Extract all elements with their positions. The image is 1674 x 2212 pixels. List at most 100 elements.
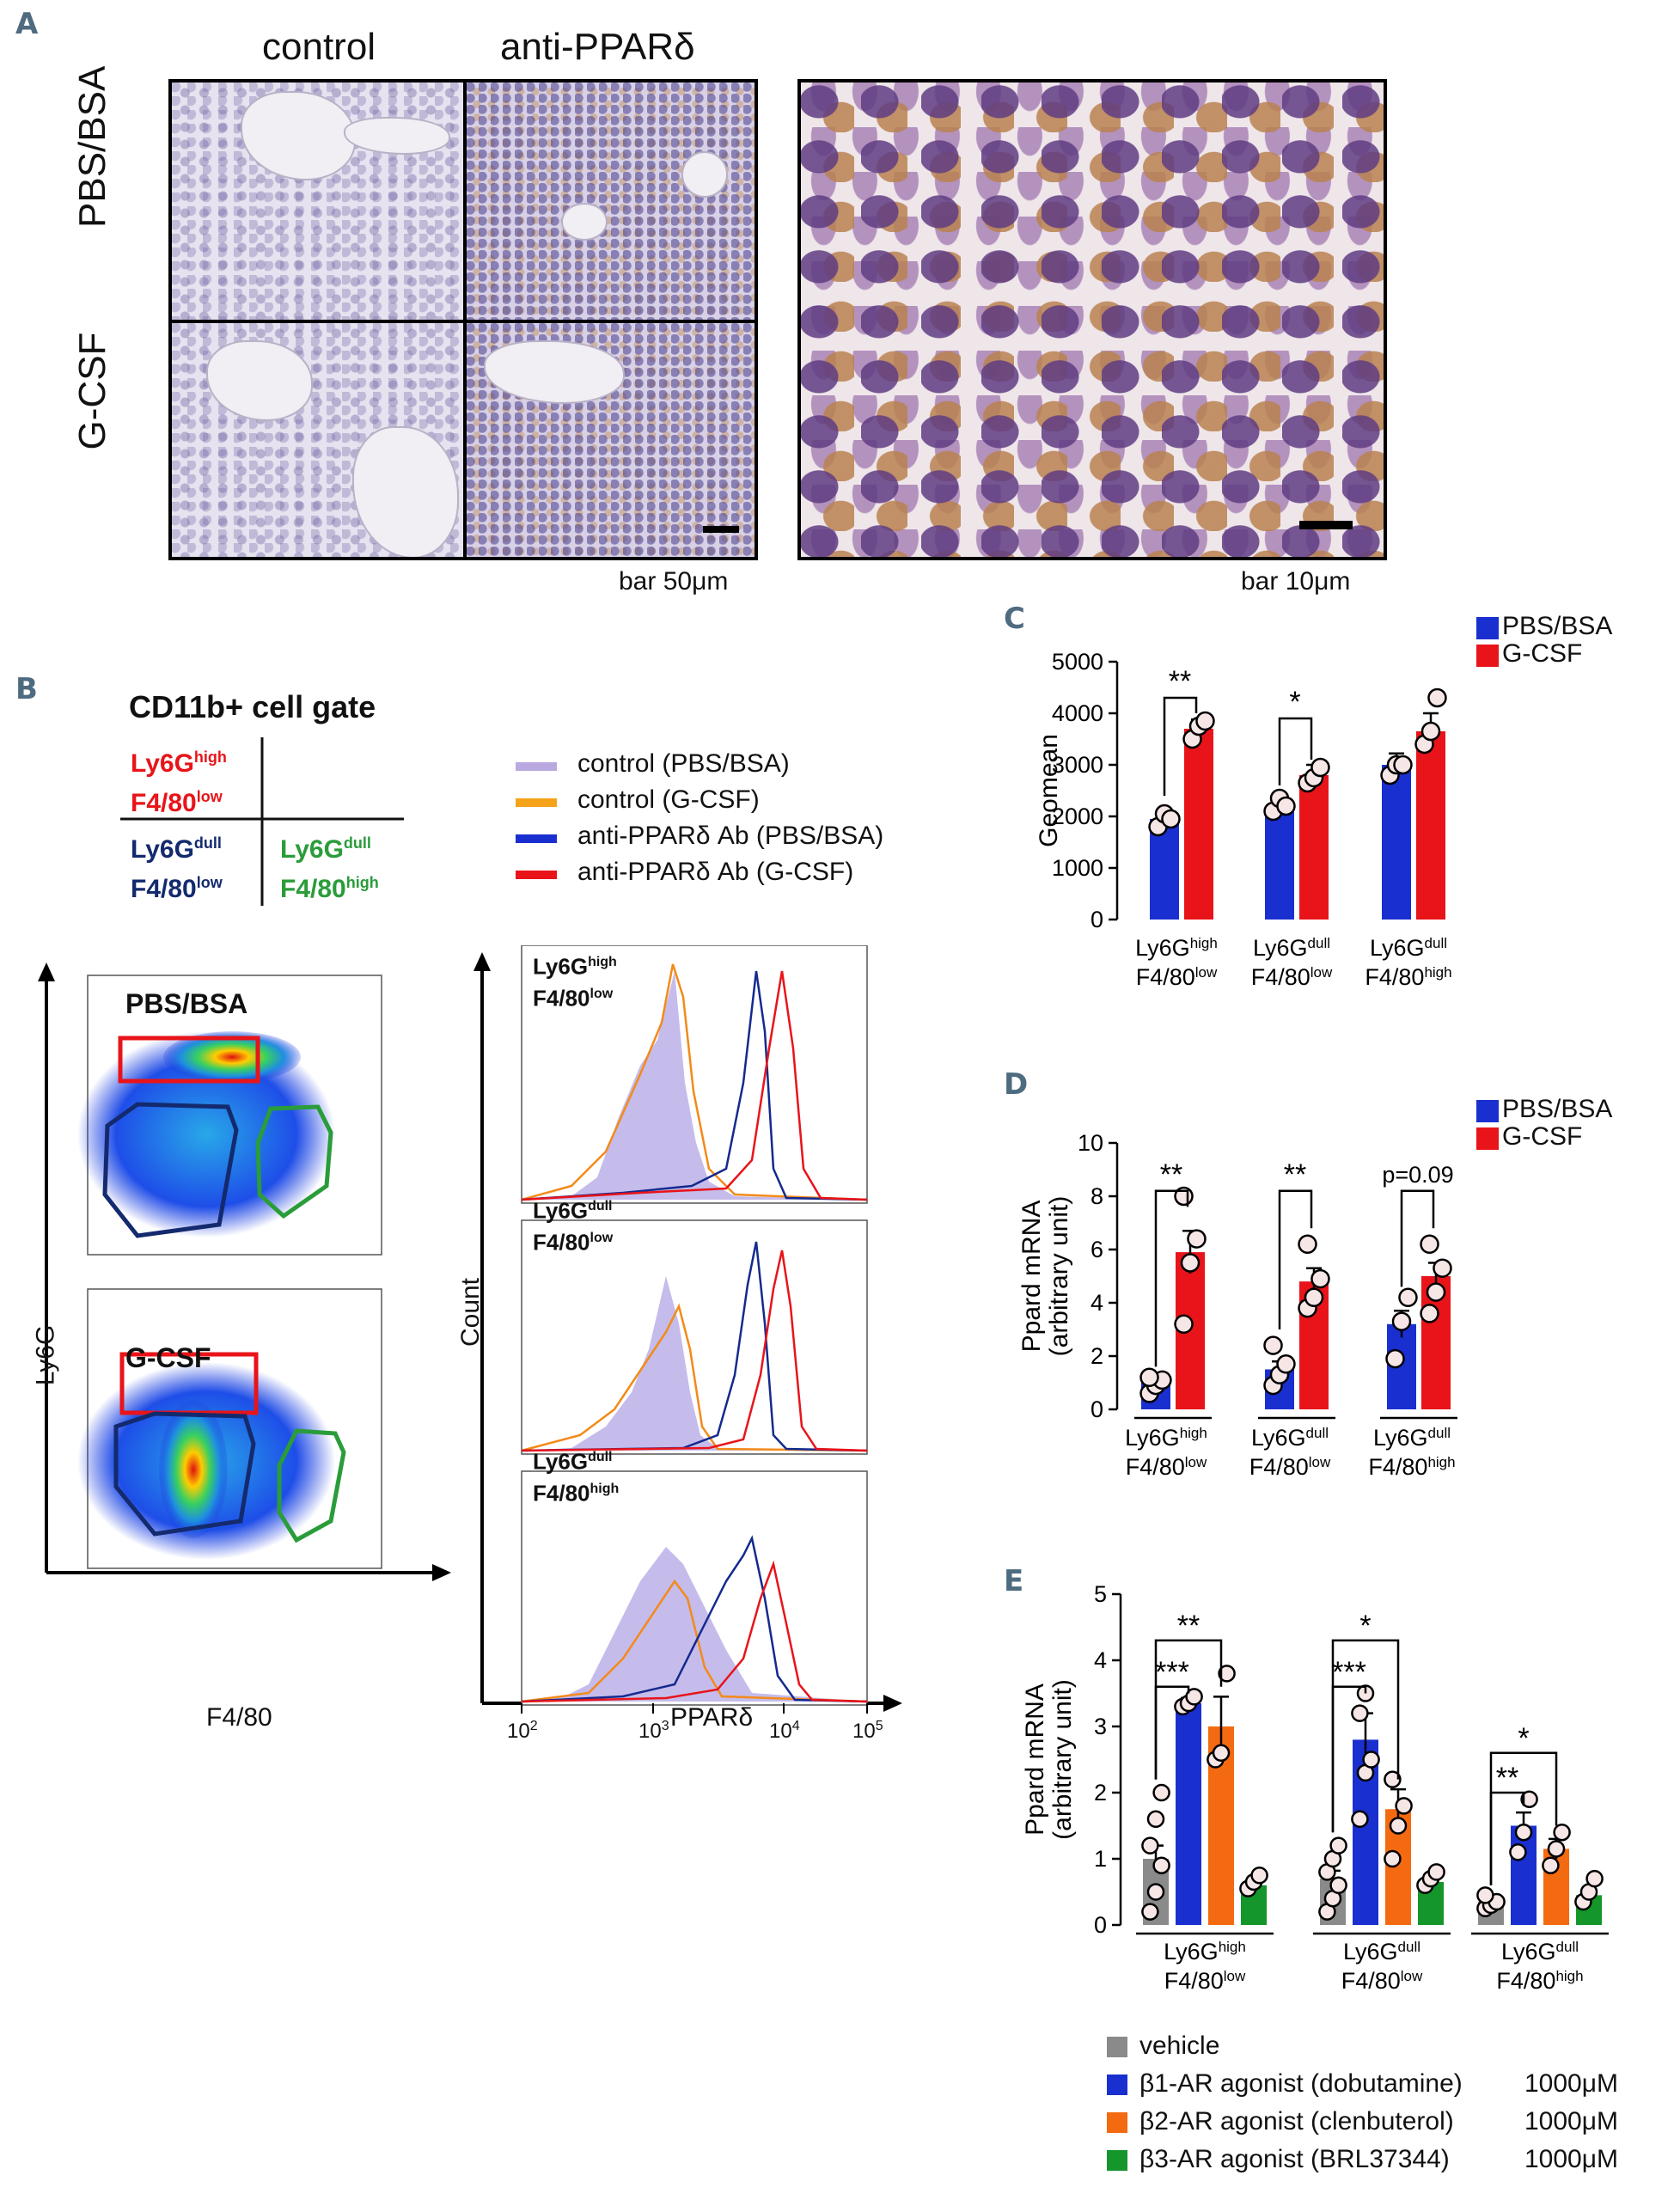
y-tick-label: 4 bbox=[1091, 1290, 1103, 1316]
data-point bbox=[1161, 809, 1181, 829]
data-point bbox=[1426, 1282, 1446, 1302]
sig-bracket-e2b bbox=[1331, 1685, 1367, 1833]
micrograph-high-magnification bbox=[797, 79, 1387, 560]
scale-label-10: bar 10μm bbox=[1241, 567, 1351, 596]
legend-swatch-3 bbox=[516, 871, 557, 879]
hist-y-arrow bbox=[473, 952, 491, 971]
data-point bbox=[1420, 721, 1441, 742]
legend-swatch-2 bbox=[516, 834, 557, 843]
group-label-0-line2: F4/80low bbox=[1126, 1454, 1207, 1481]
histogram-1 bbox=[521, 945, 868, 1204]
data-point bbox=[1263, 1335, 1283, 1355]
legend-c-label-1: G-CSF bbox=[1502, 639, 1583, 668]
legend-e-swatch-2 bbox=[1107, 2112, 1127, 2133]
sig-label-e1b: *** bbox=[1155, 1656, 1189, 1689]
data-point bbox=[1433, 1258, 1452, 1278]
sig-bracket-3 bbox=[1400, 1189, 1435, 1287]
gate-title: CD11b+ cell gate bbox=[129, 689, 376, 724]
scale-bar-10 bbox=[1299, 521, 1353, 529]
data-point bbox=[1250, 1867, 1268, 1885]
data-point bbox=[1152, 1783, 1170, 1802]
sig-bracket-e3b bbox=[1489, 1791, 1525, 1885]
micrograph-control-pbs bbox=[172, 82, 463, 320]
bar-β1-AR agonist (dobutamine)-2 bbox=[1511, 1825, 1537, 1925]
sig-bracket-1 bbox=[1163, 696, 1198, 796]
data-point bbox=[1146, 1883, 1165, 1901]
y-axis-label-2: (arbitrary unit) bbox=[1045, 1196, 1073, 1357]
data-point bbox=[1187, 1229, 1207, 1249]
group-label-1-line1: Ly6Gdull bbox=[1253, 935, 1330, 962]
hist-3-antibody-gcsf bbox=[521, 1560, 868, 1703]
hist-2-control-pbs bbox=[522, 1276, 867, 1451]
data-point bbox=[1391, 1311, 1412, 1331]
y-tick-label: 10 bbox=[1078, 1130, 1103, 1156]
data-point bbox=[1520, 1790, 1538, 1808]
quadrant-ly6g-dull-f480-high: Ly6Gdull F4/80high bbox=[280, 834, 379, 903]
histograms bbox=[473, 945, 902, 1714]
micrograph-grid bbox=[168, 79, 758, 560]
legend-e: vehicle β1-AR agonist (dobutamine) 1000μ… bbox=[1107, 2030, 1674, 2202]
y-tick-label: 0 bbox=[1091, 1396, 1103, 1422]
data-point bbox=[1276, 1354, 1296, 1374]
col-label-control: control bbox=[262, 26, 376, 68]
dot-y-label: Ly6G bbox=[31, 1324, 60, 1386]
data-point bbox=[1509, 1843, 1527, 1861]
dot-x-label: F4/80 bbox=[206, 1703, 272, 1732]
hist-1-antibody-gcsf bbox=[521, 970, 868, 1201]
group-label-2-line1: Ly6Gdull bbox=[1501, 1939, 1579, 1965]
data-point bbox=[1310, 757, 1330, 778]
data-point bbox=[1174, 1314, 1194, 1335]
group-label-1-line2: F4/80low bbox=[1251, 964, 1333, 991]
data-point bbox=[1298, 1234, 1317, 1255]
micrograph-antibody-pbs bbox=[467, 82, 755, 320]
data-point bbox=[1185, 1688, 1203, 1706]
data-point bbox=[1420, 1234, 1439, 1255]
sig-bracket-1 bbox=[1154, 1189, 1189, 1367]
hist-1-control-gcsf bbox=[521, 963, 868, 1201]
legend-d-label-0: PBS/BSA bbox=[1502, 1095, 1613, 1123]
data-point bbox=[1152, 1856, 1170, 1874]
sig-label-e3b: ** bbox=[1496, 1762, 1518, 1794]
sig-label-e2b: *** bbox=[1332, 1656, 1366, 1689]
gate-navy-gcsf bbox=[113, 1411, 256, 1537]
y-tick-label: 2 bbox=[1094, 1780, 1107, 1806]
data-point bbox=[1212, 1744, 1231, 1763]
data-point bbox=[1389, 1817, 1408, 1835]
y-tick-label: 1 bbox=[1094, 1846, 1107, 1872]
legend-e-swatch-3 bbox=[1107, 2150, 1127, 2171]
hist-x-arrow bbox=[883, 1695, 902, 1712]
row-label-gcsf: G-CSF bbox=[71, 332, 113, 450]
y-tick-label: 2000 bbox=[1052, 804, 1103, 829]
legend-c-swatch-0 bbox=[1476, 617, 1499, 639]
sig-label-1: ** bbox=[1169, 665, 1191, 698]
legend-d-swatch-1 bbox=[1476, 1127, 1499, 1150]
quadrant-ly6g-high: Ly6Ghigh F4/80low bbox=[131, 749, 227, 817]
data-point bbox=[1476, 1886, 1494, 1904]
legend-e-swatch-0 bbox=[1107, 2037, 1127, 2057]
dot-plot-gcsf-hotspot bbox=[159, 1401, 228, 1538]
gate-green-pbs bbox=[255, 1104, 333, 1219]
hist-3-control-gcsf bbox=[521, 1579, 868, 1703]
bar-PBS/BSA-1 bbox=[1265, 806, 1294, 920]
y-tick-label: 3000 bbox=[1052, 752, 1103, 778]
col-label-anti-ppard: anti-PPARδ bbox=[500, 26, 695, 68]
chart-c: 010002000300040005000GeomeanLy6GhighF4/8… bbox=[1035, 649, 1452, 991]
legend-label-2: anti-PPARδ Ab (PBS/BSA) bbox=[577, 822, 884, 850]
sig-label-1: ** bbox=[1160, 1158, 1182, 1191]
data-point bbox=[1384, 1849, 1402, 1868]
panel-a-letter: A bbox=[15, 7, 39, 41]
legend-e-dose-1: 1000μM bbox=[1524, 2069, 1619, 2098]
sig-label-3: p=0.09 bbox=[1382, 1162, 1453, 1188]
sig-label-2: ** bbox=[1284, 1158, 1306, 1191]
data-point bbox=[1329, 1876, 1347, 1895]
hist-tick-1e4: 104 bbox=[769, 1719, 800, 1743]
legend-swatch-0 bbox=[516, 762, 557, 771]
hist-tick-1e3: 103 bbox=[638, 1719, 669, 1743]
hist-1-antibody-pbs bbox=[521, 970, 868, 1201]
data-point bbox=[1395, 1797, 1413, 1815]
data-point bbox=[1385, 1348, 1405, 1369]
bar-G-CSF-2 bbox=[1416, 731, 1445, 920]
bar-PBS/BSA-2 bbox=[1382, 765, 1411, 920]
data-point bbox=[1427, 687, 1447, 708]
dot-plots bbox=[38, 962, 451, 1581]
